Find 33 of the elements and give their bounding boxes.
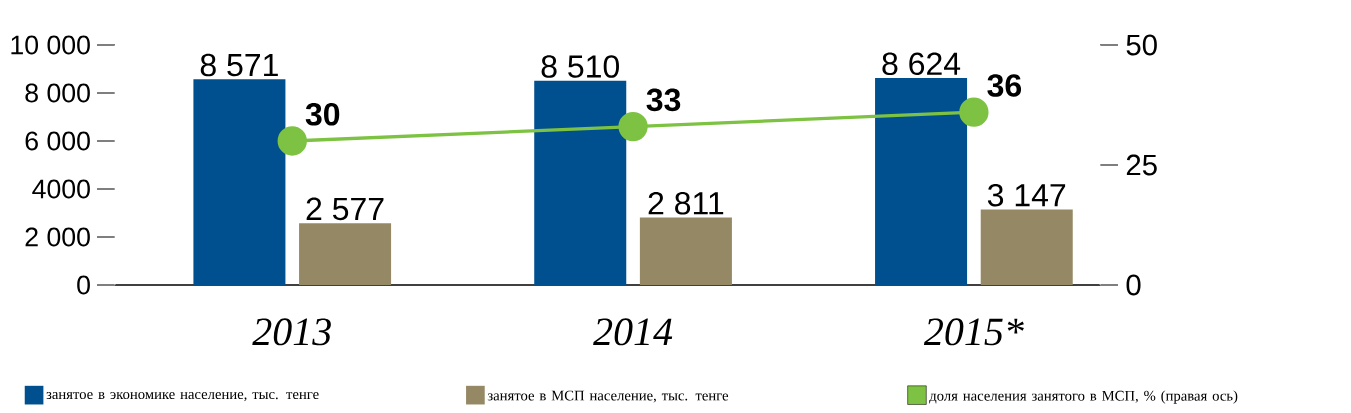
y-tick-label: 4000 bbox=[32, 179, 90, 199]
data-label: 33 bbox=[646, 88, 681, 112]
point bbox=[959, 97, 989, 127]
data-label: 36 bbox=[987, 74, 1022, 97]
data-label: 30 bbox=[305, 102, 340, 126]
x-tick-label: 2014 bbox=[593, 318, 673, 346]
bar bbox=[299, 223, 392, 285]
bar bbox=[534, 80, 627, 285]
y-tick-label: 6 000 bbox=[25, 131, 90, 151]
bar bbox=[980, 209, 1073, 285]
y2-tick-label: 0 bbox=[1126, 274, 1141, 296]
legend-label: занятое в МСП население, тыс. тенге bbox=[487, 390, 729, 403]
bar bbox=[193, 79, 286, 285]
data-label: 8 510 bbox=[541, 55, 619, 78]
legend-label: занятое в экономике население, тыс. тенге bbox=[46, 392, 319, 402]
x-tick-label: 2015* bbox=[923, 318, 1024, 346]
y2-tick-label: 50 bbox=[1126, 34, 1157, 56]
point bbox=[618, 111, 648, 142]
y-tick-label: 8 000 bbox=[25, 83, 90, 103]
point bbox=[277, 126, 307, 156]
data-label: 2 577 bbox=[306, 197, 384, 221]
data-label: 8 571 bbox=[200, 53, 278, 77]
legend-label: доля населения занятого в МСП, % (правая ось) bbox=[929, 390, 1238, 404]
data-label: 8 624 bbox=[882, 52, 961, 76]
bar bbox=[639, 217, 732, 285]
x-tick-label: 2013 bbox=[252, 318, 331, 346]
y-tick-label: 2 000 bbox=[25, 227, 90, 247]
y-tick-label: 0 bbox=[77, 275, 90, 295]
data-label: 3 147 bbox=[987, 183, 1066, 207]
bar bbox=[875, 78, 968, 285]
y2-tick-label: 25 bbox=[1126, 154, 1157, 176]
y-tick-label: 10 000 bbox=[11, 35, 90, 55]
data-label: 2 811 bbox=[648, 191, 724, 215]
